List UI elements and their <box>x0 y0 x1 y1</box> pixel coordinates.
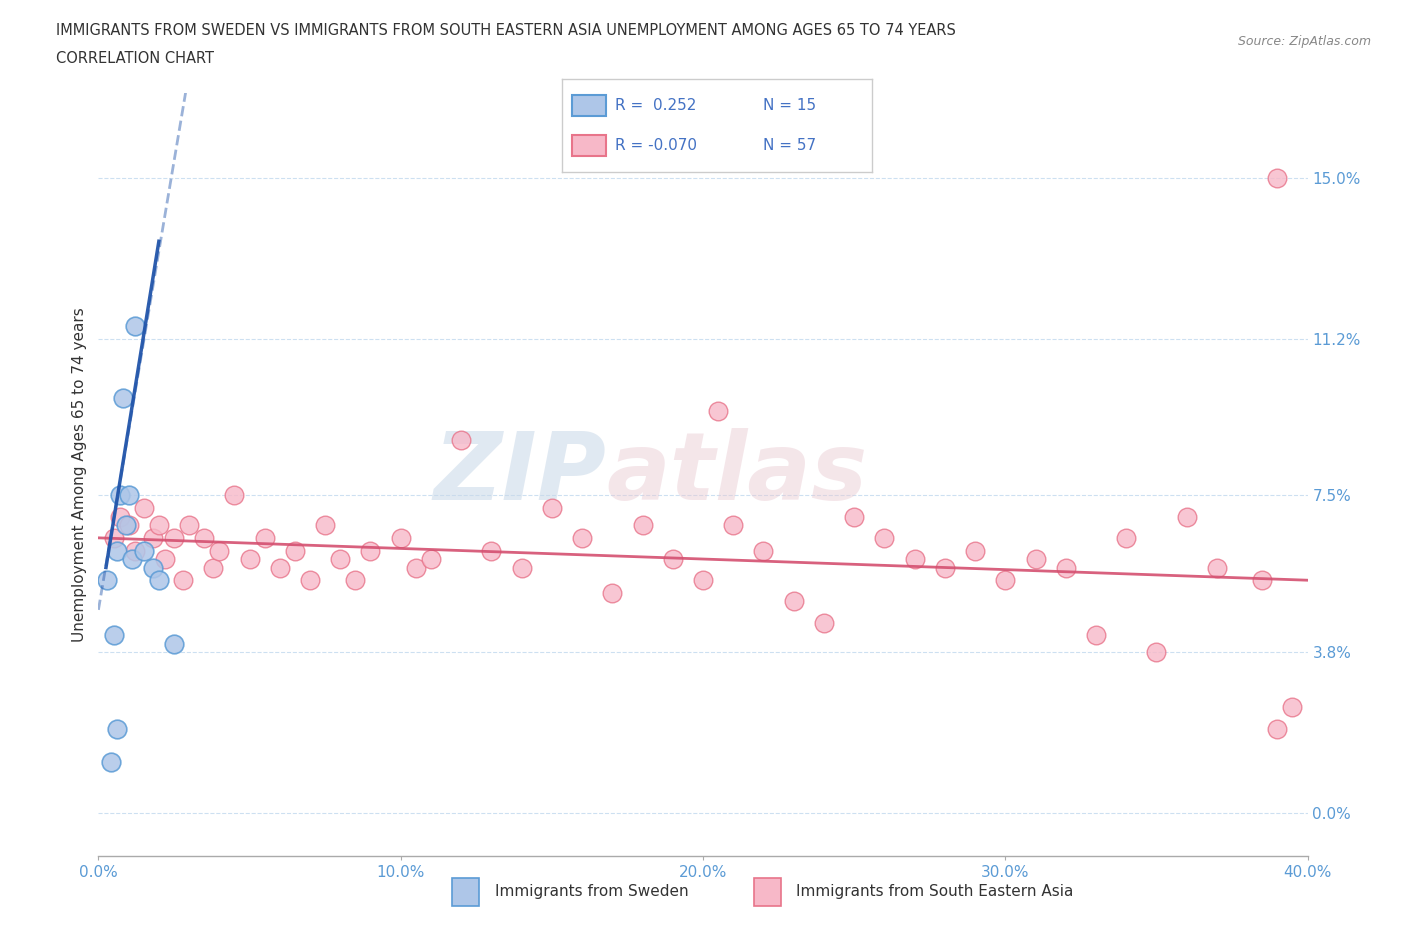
Point <box>105 721 128 736</box>
Point <box>163 530 186 545</box>
Point <box>904 551 927 566</box>
Point <box>510 560 533 575</box>
Text: CORRELATION CHART: CORRELATION CHART <box>56 51 214 66</box>
Point <box>163 636 186 651</box>
Point <box>284 543 307 558</box>
Point <box>934 560 956 575</box>
Point <box>100 755 122 770</box>
Point <box>148 518 170 533</box>
Point <box>571 530 593 545</box>
Bar <box>754 878 780 906</box>
Point <box>124 319 146 334</box>
Point <box>314 518 336 533</box>
Point <box>661 551 683 566</box>
Point <box>813 615 835 630</box>
Point <box>1085 628 1108 643</box>
Point <box>450 433 472 448</box>
Point <box>132 500 155 515</box>
Point <box>121 551 143 566</box>
Point <box>96 573 118 588</box>
Point <box>360 543 382 558</box>
Text: R = -0.070: R = -0.070 <box>614 138 697 153</box>
Point <box>723 518 745 533</box>
Point <box>344 573 367 588</box>
Text: ZIP: ZIP <box>433 429 606 520</box>
Point <box>844 510 866 525</box>
Point <box>1251 573 1274 588</box>
Text: atlas: atlas <box>606 429 868 520</box>
Point <box>1206 560 1229 575</box>
Point <box>389 530 412 545</box>
Text: N = 57: N = 57 <box>763 138 817 153</box>
Point <box>1281 700 1303 715</box>
Point <box>153 551 176 566</box>
Point <box>405 560 427 575</box>
Point <box>329 551 352 566</box>
Point <box>602 586 624 601</box>
Point <box>692 573 714 588</box>
Text: IMMIGRANTS FROM SWEDEN VS IMMIGRANTS FROM SOUTH EASTERN ASIA UNEMPLOYMENT AMONG : IMMIGRANTS FROM SWEDEN VS IMMIGRANTS FRO… <box>56 23 956 38</box>
Point <box>873 530 896 545</box>
Point <box>752 543 775 558</box>
Point <box>103 530 125 545</box>
Point <box>1146 644 1168 659</box>
Point <box>193 530 215 545</box>
Point <box>132 543 155 558</box>
Point <box>707 404 730 418</box>
Point <box>108 510 131 525</box>
Text: R =  0.252: R = 0.252 <box>614 99 696 113</box>
Point <box>114 518 136 533</box>
Point <box>1024 551 1046 566</box>
Point <box>994 573 1017 588</box>
Point <box>142 560 165 575</box>
Point <box>299 573 322 588</box>
Point <box>202 560 225 575</box>
Point <box>142 530 165 545</box>
Point <box>172 573 194 588</box>
Point <box>124 543 146 558</box>
Point <box>965 543 987 558</box>
Point <box>253 530 276 545</box>
Bar <box>572 96 606 116</box>
Point <box>1115 530 1137 545</box>
Point <box>269 560 291 575</box>
Point <box>111 391 134 405</box>
Point <box>148 573 170 588</box>
Text: N = 15: N = 15 <box>763 99 817 113</box>
Point <box>481 543 503 558</box>
Point <box>783 594 806 609</box>
Point <box>179 518 201 533</box>
Point <box>631 518 654 533</box>
Point <box>224 488 246 503</box>
Point <box>1267 721 1289 736</box>
Point <box>1267 170 1289 185</box>
Point <box>208 543 231 558</box>
Text: Immigrants from South Eastern Asia: Immigrants from South Eastern Asia <box>796 884 1074 899</box>
Text: Source: ZipAtlas.com: Source: ZipAtlas.com <box>1237 35 1371 48</box>
Point <box>108 488 131 503</box>
Point <box>103 628 125 643</box>
Point <box>118 518 141 533</box>
Y-axis label: Unemployment Among Ages 65 to 74 years: Unemployment Among Ages 65 to 74 years <box>72 307 87 642</box>
Point <box>239 551 262 566</box>
Point <box>1175 510 1198 525</box>
Point <box>1054 560 1077 575</box>
Point <box>540 500 562 515</box>
Bar <box>453 878 479 906</box>
Text: Immigrants from Sweden: Immigrants from Sweden <box>495 884 688 899</box>
Point <box>105 543 128 558</box>
Point <box>118 488 141 503</box>
Bar <box>572 135 606 156</box>
Point <box>420 551 443 566</box>
